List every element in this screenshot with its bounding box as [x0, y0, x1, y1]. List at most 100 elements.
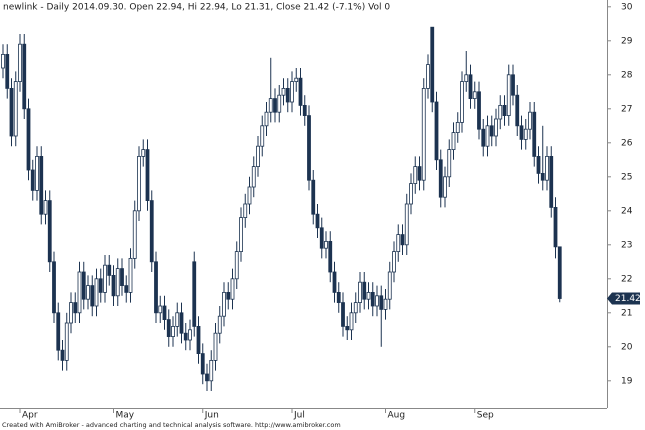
candle-body	[379, 295, 384, 310]
candle-body	[64, 322, 69, 361]
candle-body	[532, 111, 537, 157]
candle-body	[200, 353, 205, 375]
y-tick-label: 19	[621, 376, 633, 386]
candle-body	[438, 159, 443, 198]
candle-body	[179, 312, 184, 334]
candle-body	[345, 325, 350, 331]
candle-body	[417, 166, 422, 181]
candle-body	[430, 26, 435, 103]
candle-body	[26, 108, 31, 171]
candle-body	[549, 155, 554, 208]
candle-body	[294, 77, 299, 82]
candle-body	[137, 155, 141, 212]
candle-body	[464, 74, 469, 83]
candle-body	[188, 329, 192, 341]
y-tick-label: 23	[621, 240, 632, 250]
candle-body	[523, 128, 528, 140]
candle-body	[60, 349, 65, 361]
y-tick-label: 27	[621, 104, 632, 114]
candle-body	[511, 74, 515, 96]
x-tick-label: Sep	[477, 411, 494, 421]
candle-body	[358, 281, 362, 304]
candle-body	[375, 295, 379, 307]
candle-body	[13, 81, 18, 137]
candle-body	[396, 234, 401, 253]
candle-body	[536, 155, 541, 174]
candle-body	[132, 210, 137, 259]
candle-body	[515, 94, 520, 127]
candle-body	[81, 271, 86, 300]
candle-body	[154, 261, 158, 314]
candle-body	[545, 155, 549, 181]
candle-body	[392, 251, 396, 273]
candle-body	[387, 271, 392, 300]
candle-body	[409, 183, 413, 205]
candle-body	[460, 81, 464, 123]
candle-body	[43, 200, 48, 215]
candle-body	[35, 155, 39, 191]
candle-body	[413, 166, 418, 185]
candle-body	[115, 268, 120, 297]
candle-body	[222, 291, 226, 317]
candle-body	[239, 217, 243, 253]
candle-body	[502, 105, 507, 117]
candle-body	[285, 88, 290, 103]
candle-body	[171, 325, 175, 337]
candle-body	[341, 302, 345, 327]
candle-body	[455, 122, 460, 134]
candle-body	[230, 278, 235, 300]
candle-body	[234, 251, 239, 280]
candle-body	[217, 315, 222, 334]
candle-body	[332, 271, 337, 293]
candle-body	[264, 111, 269, 127]
candle-body	[205, 373, 209, 382]
candle-body	[120, 268, 124, 287]
x-tick-label: Aug	[388, 411, 406, 421]
candle-body	[39, 155, 44, 215]
candle-body	[324, 240, 328, 249]
candle-body	[149, 200, 154, 263]
x-tick-label: Apr	[22, 411, 38, 421]
candle-body	[256, 145, 260, 167]
candle-body	[260, 125, 265, 147]
candle-body	[47, 200, 52, 263]
candle-body	[421, 88, 426, 181]
candle-body	[290, 81, 294, 103]
candle-body	[328, 240, 333, 273]
candle-body	[162, 305, 167, 320]
y-tick-label: 30	[621, 2, 633, 12]
candle-body	[273, 98, 277, 113]
candle-body	[494, 118, 498, 137]
candle-body	[175, 312, 180, 327]
candle-body	[383, 298, 388, 310]
candle-body	[94, 278, 99, 307]
candle-body	[158, 305, 163, 314]
last-price-box	[607, 292, 640, 305]
x-tick-label: Jun	[204, 411, 219, 421]
candle-body	[209, 359, 214, 382]
candle-body	[302, 105, 307, 117]
candle-body	[553, 206, 558, 248]
x-tick-label: May	[116, 411, 135, 421]
candle-body	[141, 149, 146, 157]
candle-body	[362, 281, 367, 300]
candle-body	[540, 172, 545, 181]
candle-body	[213, 332, 218, 361]
candle-body	[166, 319, 171, 338]
y-tick-label: 22	[621, 274, 632, 284]
candle-body	[349, 312, 354, 331]
candle-body	[226, 291, 231, 300]
candle-body	[366, 291, 371, 300]
candle-body	[498, 105, 503, 120]
candle-body	[192, 261, 197, 327]
candle-body	[404, 203, 409, 246]
candle-body	[196, 325, 201, 354]
candle-body	[426, 64, 430, 89]
candle-body	[400, 234, 405, 246]
candle-body	[247, 186, 252, 205]
candle-body	[5, 54, 10, 89]
y-tick-label: 28	[621, 70, 633, 80]
candle-body	[128, 257, 133, 293]
